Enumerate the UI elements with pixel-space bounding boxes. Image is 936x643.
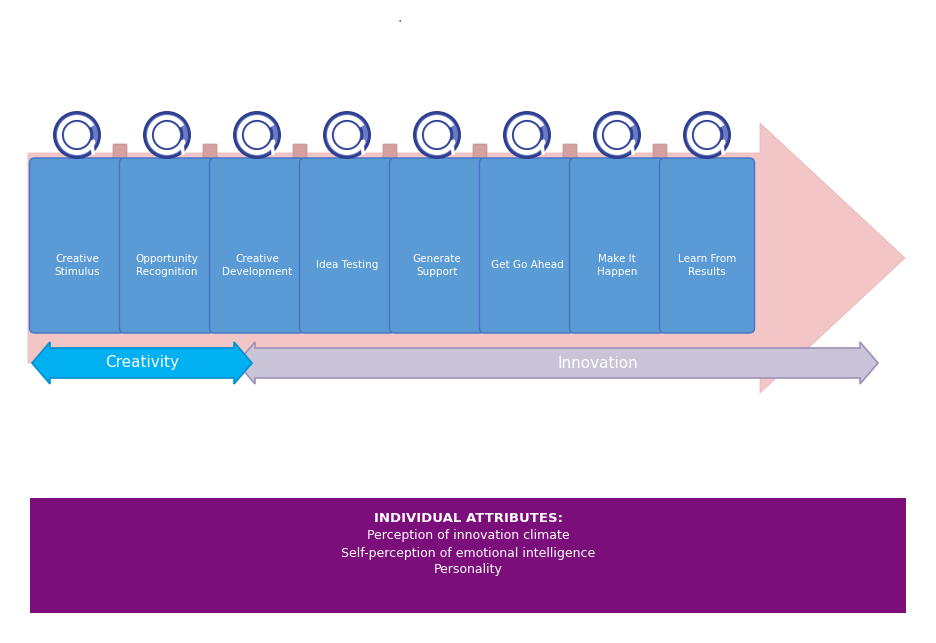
FancyBboxPatch shape: [569, 158, 665, 333]
Text: Generate
Support: Generate Support: [413, 254, 461, 277]
Circle shape: [413, 111, 461, 159]
Circle shape: [53, 111, 101, 159]
Text: Self-perception of emotional intelligence: Self-perception of emotional intelligenc…: [341, 547, 595, 559]
Polygon shape: [237, 342, 878, 384]
Circle shape: [506, 114, 548, 156]
Circle shape: [64, 122, 90, 148]
FancyBboxPatch shape: [653, 144, 667, 162]
Circle shape: [514, 122, 540, 148]
Circle shape: [146, 114, 188, 156]
Text: Creativity: Creativity: [105, 356, 179, 370]
Circle shape: [686, 114, 728, 156]
Polygon shape: [32, 342, 252, 384]
FancyBboxPatch shape: [203, 144, 217, 162]
Circle shape: [334, 122, 360, 148]
FancyBboxPatch shape: [563, 144, 577, 162]
FancyBboxPatch shape: [383, 144, 397, 162]
FancyBboxPatch shape: [660, 158, 754, 333]
Circle shape: [596, 114, 638, 156]
FancyBboxPatch shape: [389, 158, 485, 333]
FancyBboxPatch shape: [113, 144, 127, 162]
Polygon shape: [28, 123, 905, 393]
Circle shape: [143, 111, 191, 159]
Circle shape: [233, 111, 281, 159]
Text: .: .: [398, 11, 402, 25]
Circle shape: [593, 111, 641, 159]
Text: Get Go Ahead: Get Go Ahead: [490, 260, 563, 270]
Text: Innovation: Innovation: [557, 356, 637, 370]
FancyBboxPatch shape: [300, 158, 394, 333]
FancyBboxPatch shape: [473, 144, 487, 162]
Text: Learn From
Results: Learn From Results: [678, 254, 736, 277]
Circle shape: [154, 122, 180, 148]
Circle shape: [604, 122, 630, 148]
Circle shape: [416, 114, 458, 156]
Circle shape: [236, 114, 278, 156]
FancyBboxPatch shape: [210, 158, 304, 333]
Text: Personality: Personality: [433, 563, 503, 577]
Text: Creative
Development: Creative Development: [222, 254, 292, 277]
Text: Make It
Happen: Make It Happen: [597, 254, 637, 277]
FancyBboxPatch shape: [30, 158, 124, 333]
Circle shape: [326, 114, 368, 156]
FancyBboxPatch shape: [120, 158, 214, 333]
Circle shape: [503, 111, 551, 159]
Text: Idea Testing: Idea Testing: [315, 260, 378, 270]
Circle shape: [244, 122, 270, 148]
FancyBboxPatch shape: [30, 498, 906, 613]
Circle shape: [56, 114, 98, 156]
Circle shape: [424, 122, 450, 148]
FancyBboxPatch shape: [479, 158, 575, 333]
Circle shape: [323, 111, 371, 159]
FancyBboxPatch shape: [293, 144, 307, 162]
Text: Creative
Stimulus: Creative Stimulus: [54, 254, 100, 277]
Circle shape: [694, 122, 720, 148]
Text: INDIVIDUAL ATTRIBUTES:: INDIVIDUAL ATTRIBUTES:: [373, 511, 563, 525]
Text: Perception of innovation climate: Perception of innovation climate: [367, 529, 569, 543]
Text: Opportunity
Recognition: Opportunity Recognition: [136, 254, 198, 277]
Circle shape: [683, 111, 731, 159]
